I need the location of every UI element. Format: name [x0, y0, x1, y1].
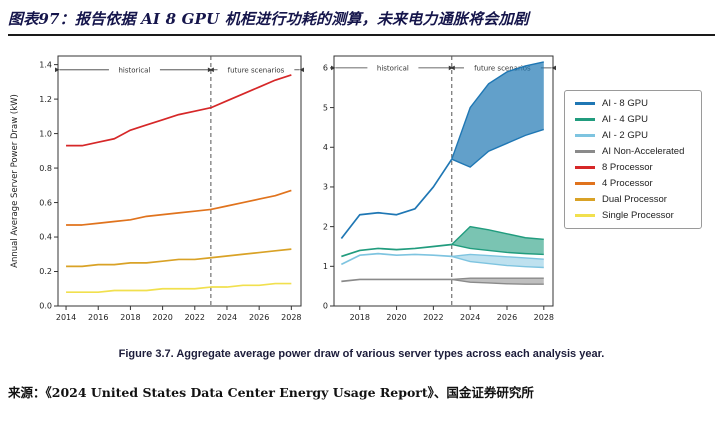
svg-text:2020: 2020: [386, 313, 406, 322]
svg-text:0.4: 0.4: [39, 233, 52, 242]
figure-caption: Figure 3.7. Aggregate average power draw…: [118, 348, 605, 360]
chart-legend: AI - 8 GPU AI - 4 GPU AI - 2 GPU AI Non-Acc…: [564, 90, 702, 229]
svg-text:0.2: 0.2: [39, 267, 52, 276]
legend-line-swatch: [575, 134, 595, 137]
legend-line-swatch: [575, 150, 595, 153]
report-figure-page: 图表97：报告依据 AI 8 GPU 机柜进行功耗的测算，未来电力通胀将会加剧 …: [0, 6, 723, 401]
svg-text:0.6: 0.6: [39, 198, 52, 207]
svg-text:2018: 2018: [350, 313, 370, 322]
legend-line-swatch: [575, 214, 595, 217]
svg-text:2: 2: [323, 222, 328, 231]
svg-text:2022: 2022: [185, 313, 205, 322]
legend-item: AI - 4 GPU: [575, 114, 691, 125]
svg-text:1: 1: [323, 262, 328, 271]
svg-text:2014: 2014: [56, 313, 76, 322]
svg-text:1.2: 1.2: [39, 95, 52, 104]
svg-text:historical: historical: [377, 65, 409, 73]
svg-text:5: 5: [323, 103, 328, 112]
svg-text:historical: historical: [118, 66, 150, 74]
right-chart: 0 1 2 3 4 5 6 2018 2020 2022 2024 2026 2028 historica…: [323, 55, 556, 322]
legend-line-swatch: [575, 102, 595, 105]
svg-text:future scenarios: future scenarios: [228, 66, 285, 74]
svg-text:Annual Average Server Power Dr: Annual Average Server Power Draw (kW): [10, 94, 20, 268]
svg-text:1.4: 1.4: [39, 60, 52, 69]
svg-text:2024: 2024: [460, 313, 480, 322]
svg-text:2026: 2026: [497, 313, 517, 322]
legend-item: Single Processor: [575, 210, 691, 221]
legend-label: AI - 8 GPU: [602, 98, 648, 109]
svg-text:future scenarios: future scenarios: [474, 65, 531, 73]
svg-text:4: 4: [323, 143, 328, 152]
svg-text:2028: 2028: [534, 313, 554, 322]
legend-line-swatch: [575, 166, 595, 169]
svg-text:2020: 2020: [152, 313, 172, 322]
svg-text:2018: 2018: [120, 313, 140, 322]
svg-text:1.0: 1.0: [39, 129, 52, 138]
svg-text:0.0: 0.0: [39, 302, 52, 311]
svg-text:2024: 2024: [217, 313, 237, 322]
legend-label: AI - 2 GPU: [602, 130, 648, 141]
legend-label: AI Non-Accelerated: [602, 146, 685, 157]
svg-text:2016: 2016: [88, 313, 108, 322]
left-chart: 0.0 0.2 0.4 0.6 0.8 1.0 1.2 1.4 2014 2016 2018 2020…: [10, 55, 304, 322]
legend-label: Dual Processor: [602, 194, 667, 205]
legend-item: 8 Processor: [575, 162, 691, 173]
legend-item: AI - 2 GPU: [575, 130, 691, 141]
svg-text:6: 6: [323, 64, 328, 73]
legend-item: AI - 8 GPU: [575, 98, 691, 109]
legend-label: AI - 4 GPU: [602, 114, 648, 125]
legend-line-swatch: [575, 198, 595, 201]
svg-text:2028: 2028: [281, 313, 301, 322]
legend-item: Dual Processor: [575, 194, 691, 205]
figure-title: 图表97：报告依据 AI 8 GPU 机柜进行功耗的测算，未来电力通胀将会加剧: [8, 6, 715, 36]
legend-item: 4 Processor: [575, 178, 691, 189]
legend-line-swatch: [575, 182, 595, 185]
legend-label: Single Processor: [602, 210, 674, 221]
legend-label: 8 Processor: [602, 162, 653, 173]
svg-text:2022: 2022: [423, 313, 443, 322]
legend-item: AI Non-Accelerated: [575, 146, 691, 157]
svg-text:2026: 2026: [249, 313, 269, 322]
legend-label: 4 Processor: [602, 178, 653, 189]
source-note: 来源：《2024 United States Data Center Energ…: [8, 385, 534, 400]
svg-text:0: 0: [323, 302, 328, 311]
svg-text:3: 3: [323, 183, 328, 192]
svg-text:0.8: 0.8: [39, 164, 52, 173]
figure-area: 0.0 0.2 0.4 0.6 0.8 1.0 1.2 1.4 2014 2016 2018 2020…: [0, 36, 723, 334]
figure-title-text: 图表97：报告依据 AI 8 GPU 机柜进行功耗的测算，未来电力通胀将会加剧: [8, 10, 529, 28]
legend-line-swatch: [575, 118, 595, 121]
